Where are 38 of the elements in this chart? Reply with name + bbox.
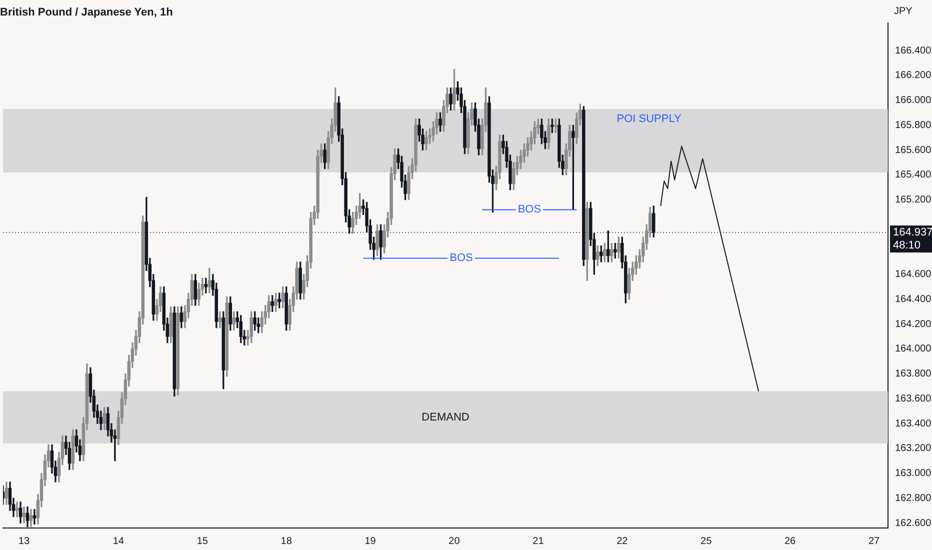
x-tick-label: 27 — [868, 536, 880, 547]
y-tick-label: 165.400 — [895, 170, 932, 181]
text: 48:10 — [893, 239, 921, 252]
y-tick-label: 165.600 — [895, 144, 932, 156]
y-axis-title: JPY — [894, 6, 913, 17]
x-tick-label: 20 — [448, 536, 460, 547]
band-label: DEMAND — [422, 411, 470, 424]
y-tick-label: 163.800 — [895, 368, 932, 380]
y-tick-label: 165.200 — [895, 194, 932, 206]
x-tick-label: 18 — [280, 536, 292, 547]
x-tick-label: 26 — [784, 536, 796, 547]
series-label: BOS — [518, 204, 542, 216]
y-tick-label: 163.200 — [895, 443, 932, 454]
x-tick-label: 15 — [196, 536, 208, 547]
y-tick-label: 164.200 — [895, 318, 932, 330]
x-tick-label: 19 — [364, 536, 376, 547]
annotation: POI SUPPLY — [616, 113, 682, 126]
y-tick-label: 166.000 — [895, 95, 932, 106]
series-label: BOS — [450, 252, 473, 264]
y-tick-label: 162.600 — [895, 518, 932, 529]
x-tick-label: 22 — [616, 536, 628, 547]
x-tick-label: 13 — [18, 536, 30, 547]
x-tick-label: 25 — [700, 536, 712, 547]
y-tick-label: 166.200 — [895, 70, 932, 82]
y-tick-label: 165.800 — [895, 120, 932, 131]
ref-line-label: 164.937 — [893, 226, 932, 238]
y-tick-label: 164.000 — [895, 344, 932, 355]
x-tick-label: 21 — [532, 536, 544, 547]
chart-title: British Pound / Japanese Yen, 1h — [0, 6, 174, 19]
y-tick-label: 164.600 — [895, 269, 932, 280]
y-tick-label: 163.000 — [895, 468, 932, 480]
y-tick-label: 164.400 — [895, 294, 932, 305]
x-tick-label: 14 — [112, 536, 124, 547]
y-tick-label: 162.800 — [895, 492, 932, 504]
y-tick-label: 163.400 — [895, 418, 932, 430]
y-tick-label: 166.400 — [895, 45, 932, 56]
y-tick-label: 163.600 — [895, 393, 932, 404]
candlestick — [32, 509, 36, 525]
